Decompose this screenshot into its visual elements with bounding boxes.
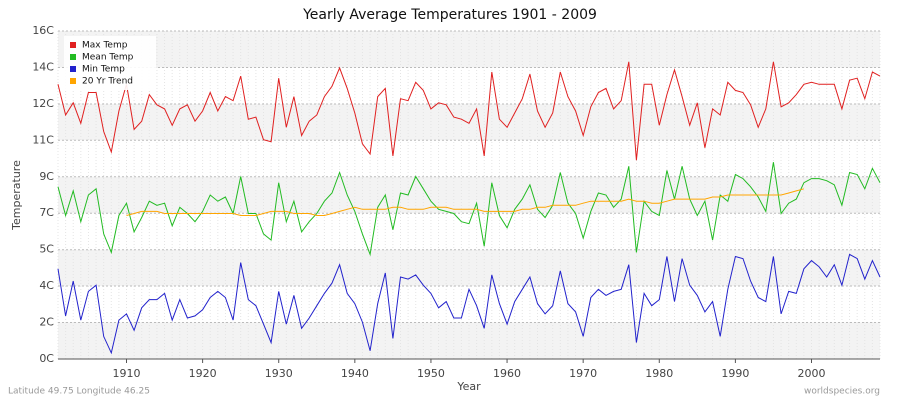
y-tick-label: 9C [39,170,54,183]
legend: Max Temp Mean Temp Min Temp 20 Yr Trend [64,36,156,90]
y-tick-label: 5C [39,243,54,256]
legend-swatch [70,54,76,60]
x-tick-label: 1940 [341,367,369,380]
x-tick-label: 1950 [417,367,445,380]
legend-swatch [70,66,76,72]
x-axis-label: Year [456,380,481,393]
series-line [57,61,881,161]
legend-swatch [70,78,76,84]
grid-band [58,249,880,287]
y-tick-label: 16C [32,24,54,37]
y-tick-label: 4C [39,279,54,292]
source: worldspecies.org [804,387,880,397]
x-tick-label: 1960 [493,367,521,380]
y-tick-label: 2C [39,316,54,329]
chart-title: Yearly Average Temperatures 1901 - 2009 [302,7,597,23]
x-tick-label: 1920 [189,367,217,380]
legend-label: 20 Yr Trend [82,77,133,87]
legend-label: Mean Temp [82,53,134,63]
legend-label: Max Temp [82,41,128,51]
series-line [57,162,881,257]
x-tick-label: 2000 [798,367,826,380]
legend-swatch [70,42,76,48]
legend-label: Min Temp [82,65,125,75]
series-line [126,188,805,216]
y-tick-label: 11C [32,133,54,146]
x-tick-label: 1990 [721,367,749,380]
y-axis-label: Temperature [10,160,23,231]
x-tick-label: 1970 [569,367,597,380]
x-tick-label: 1910 [113,367,141,380]
y-tick-label: 12C [32,97,54,110]
grid-band [58,103,880,141]
y-tick-label: 14C [32,60,54,73]
legend-box [64,36,156,90]
y-tick-label: 0C [39,352,54,365]
footnote: Latitude 49.75 Longitude 46.25 [8,387,150,397]
x-tick-label: 1930 [265,367,293,380]
y-tick-label: 7C [39,206,54,219]
series-line [57,253,881,355]
x-tick-label: 1980 [645,367,673,380]
